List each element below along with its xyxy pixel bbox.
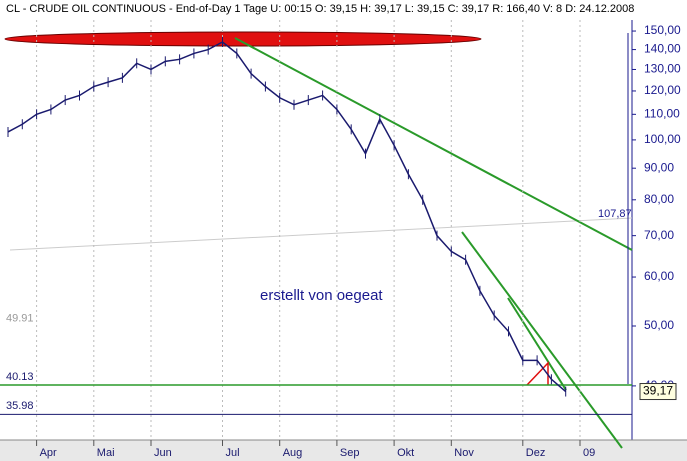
x-tick-label: Aug xyxy=(283,447,303,459)
annotation: 107,87 xyxy=(598,208,632,220)
y-tick-label: 100,00 xyxy=(644,132,681,146)
trend-line xyxy=(461,231,623,449)
level-label: 49.91 xyxy=(6,312,34,324)
x-tick-label: Sep xyxy=(340,447,360,459)
triangle-marker xyxy=(526,361,549,386)
price-line xyxy=(7,41,567,393)
chart-title: CL - CRUDE OIL CONTINUOUS - End-of-Day 1… xyxy=(6,3,634,15)
level-label: 40.13 xyxy=(6,371,34,383)
trend-line xyxy=(507,297,567,391)
y-tick-label: 110,00 xyxy=(644,106,680,120)
y-tick-label: 50,00 xyxy=(644,318,674,332)
trend-line-faint xyxy=(9,217,633,251)
annotation: erstellt von oegeat xyxy=(260,287,383,304)
x-tick-label: 09 xyxy=(583,447,595,459)
x-tick-label: Nov xyxy=(454,447,474,459)
y-tick-label: 80,00 xyxy=(644,192,674,206)
x-tick-label: Jun xyxy=(154,447,172,459)
level-label: 35.98 xyxy=(6,400,34,412)
x-tick-label: Dez xyxy=(526,447,546,459)
y-tick-label: 60,00 xyxy=(644,269,674,283)
x-tick-label: Mai xyxy=(97,447,115,459)
x-tick-label: Apr xyxy=(40,447,57,459)
x-tick-label: Jul xyxy=(226,447,240,459)
x-axis-band xyxy=(0,440,687,461)
y-tick-label: 130,00 xyxy=(644,62,681,76)
trend-line xyxy=(234,37,633,251)
last-price-box xyxy=(639,383,677,401)
y-tick-label: 150,00 xyxy=(644,23,681,37)
y-tick-label: 140,00 xyxy=(644,42,681,56)
last-price-label: 39,17 xyxy=(643,384,673,398)
y-tick-label: 120,00 xyxy=(644,83,681,97)
y-tick-label: 90,00 xyxy=(644,160,674,174)
highlight-ellipse xyxy=(4,31,482,47)
x-tick-label: Okt xyxy=(397,447,414,459)
y-tick-label: 70,00 xyxy=(644,228,674,242)
